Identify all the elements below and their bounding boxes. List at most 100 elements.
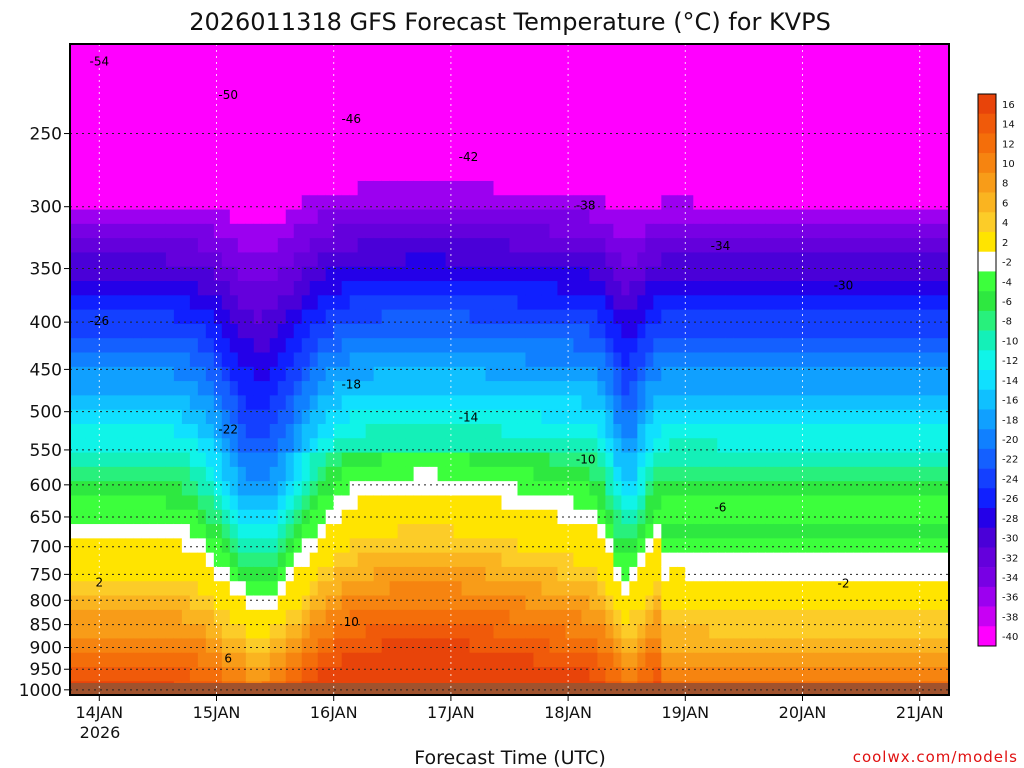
- field-cell: [677, 409, 686, 424]
- field-cell: [445, 309, 455, 324]
- field-cell: [197, 266, 207, 282]
- field-cell: [397, 251, 407, 267]
- field-cell: [805, 380, 814, 396]
- field-cell: [157, 652, 167, 668]
- field-cell: [509, 323, 519, 339]
- field-cell: [93, 609, 103, 625]
- field-cell: [141, 337, 151, 353]
- field-cell: [509, 509, 519, 525]
- field-cell: [365, 566, 375, 582]
- field-cell: [389, 294, 399, 310]
- field-cell: [477, 309, 487, 324]
- field-cell: [293, 323, 303, 339]
- field-cell: [653, 123, 662, 139]
- field-cell: [525, 637, 535, 653]
- field-cell: [517, 237, 527, 253]
- field-cell: [85, 552, 95, 567]
- field-cell: [837, 80, 846, 96]
- field-cell: [293, 466, 303, 482]
- field-cell: [437, 44, 447, 53]
- field-cell: [397, 394, 407, 410]
- field-cell: [85, 451, 95, 467]
- field-cell: [325, 580, 335, 596]
- field-cell: [165, 666, 175, 682]
- field-cell: [765, 580, 774, 596]
- field-cell: [333, 394, 343, 410]
- field-cell: [469, 523, 479, 539]
- field-cell: [333, 51, 343, 67]
- field-cell: [845, 623, 854, 639]
- field-cell: [861, 623, 870, 639]
- field-cell: [893, 208, 902, 224]
- field-cell: [797, 451, 806, 467]
- field-cell: [549, 151, 559, 167]
- field-cell: [269, 237, 279, 253]
- field-cell: [725, 166, 734, 181]
- field-cell: [685, 80, 694, 96]
- field-cell: [885, 409, 894, 424]
- field-cell: [325, 637, 335, 653]
- field-cell: [453, 609, 463, 625]
- field-cell: [149, 94, 159, 110]
- field-cell: [893, 223, 902, 239]
- field-cell: [357, 237, 367, 253]
- field-cell: [245, 280, 255, 296]
- field-cell: [885, 237, 894, 253]
- field-cell: [725, 566, 734, 582]
- field-cell: [253, 652, 263, 668]
- field-cell: [717, 65, 726, 81]
- field-cell: [837, 51, 846, 67]
- field-cell: [109, 337, 119, 353]
- field-cell: [237, 180, 247, 196]
- field-cell: [893, 466, 902, 482]
- field-cell: [605, 123, 614, 139]
- field-cell: [789, 237, 798, 253]
- field-cell: [741, 337, 750, 353]
- field-cell: [245, 51, 255, 67]
- field-cell: [293, 237, 303, 253]
- field-cell: [405, 65, 415, 81]
- field-cell: [597, 51, 606, 67]
- field-cell: [429, 351, 439, 367]
- field-cell: [901, 337, 910, 353]
- field-cell: [869, 480, 878, 496]
- field-cell: [749, 437, 758, 453]
- field-cell: [709, 652, 718, 668]
- field-cell: [365, 123, 375, 139]
- field-cell: [765, 180, 774, 196]
- field-cell: [261, 266, 271, 282]
- field-cell: [669, 652, 678, 668]
- field-cell: [549, 223, 559, 239]
- field-cell: [645, 552, 654, 567]
- field-cell: [749, 223, 758, 239]
- field-cell: [389, 594, 399, 610]
- field-cell: [533, 537, 543, 553]
- field-cell: [293, 180, 303, 196]
- field-cell: [157, 580, 167, 596]
- field-cell: [397, 566, 407, 582]
- field-cell: [181, 451, 191, 467]
- field-cell: [213, 380, 223, 396]
- field-cell: [333, 509, 343, 525]
- field-cell: [813, 394, 822, 410]
- field-cell: [237, 566, 247, 582]
- field-cell: [117, 65, 127, 81]
- field-cell: [149, 494, 159, 510]
- field-cell: [333, 423, 343, 439]
- field-cell: [149, 423, 159, 439]
- field-cell: [341, 223, 351, 239]
- field-cell: [573, 208, 583, 224]
- field-cell: [573, 394, 583, 410]
- field-cell: [589, 166, 598, 181]
- field-cell: [333, 437, 343, 453]
- field-cell: [373, 108, 383, 124]
- field-cell: [349, 409, 359, 424]
- field-cell: [293, 80, 303, 96]
- field-cell: [733, 480, 742, 496]
- field-cell: [173, 280, 183, 296]
- field-cell: [157, 480, 167, 496]
- field-cell: [805, 123, 814, 139]
- field-cell: [485, 623, 495, 639]
- field-cell: [733, 137, 742, 153]
- field-cell: [85, 580, 95, 596]
